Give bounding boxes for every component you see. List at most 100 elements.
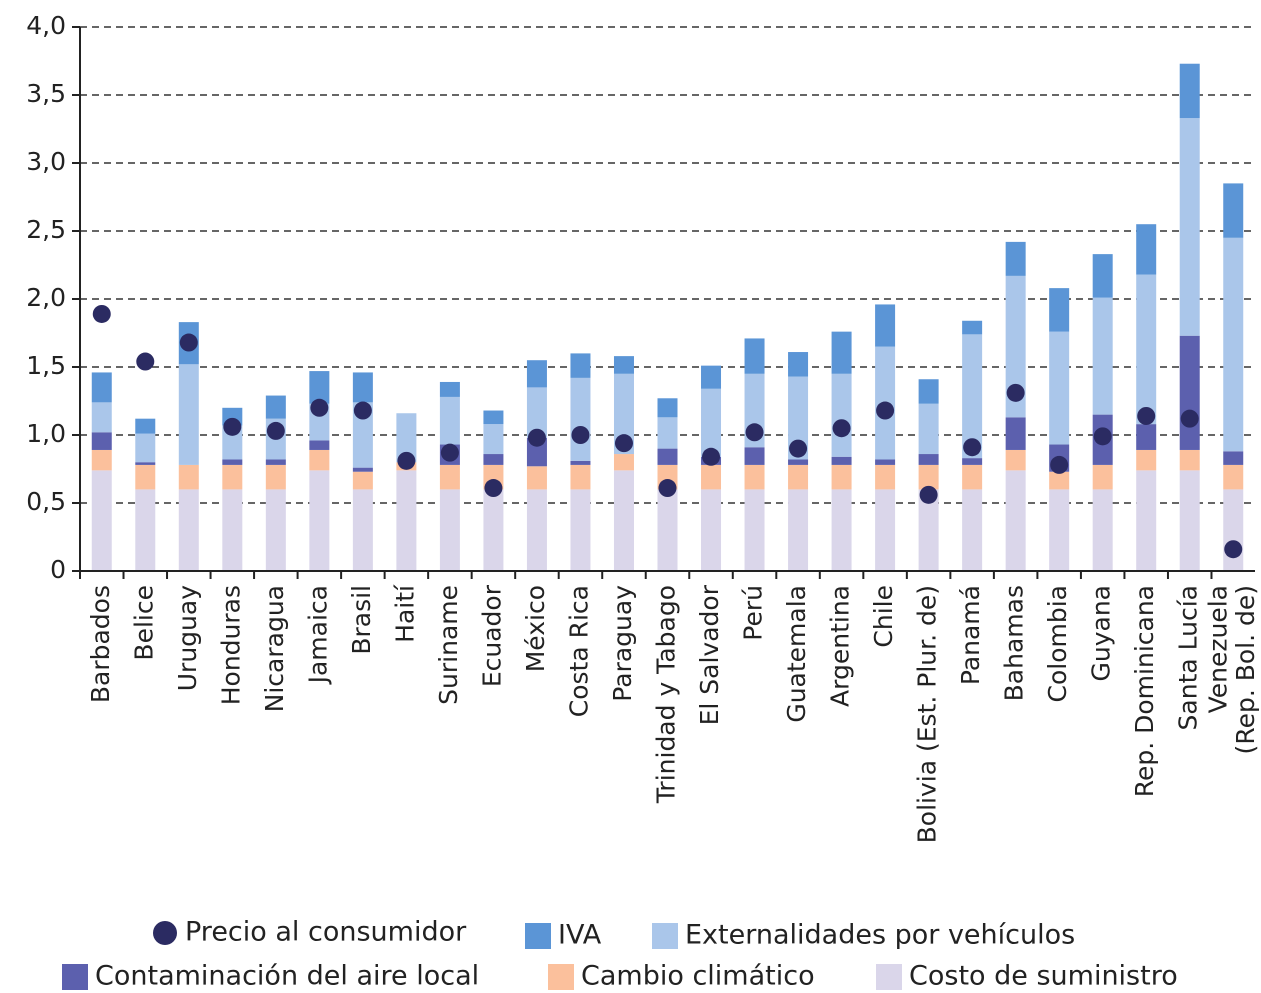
price-dot — [876, 401, 895, 420]
bar-segment — [788, 489, 809, 571]
bar-segment — [526, 387, 547, 438]
y-tick-label: 4,0 — [26, 11, 66, 40]
bar-segment — [222, 459, 243, 465]
bar-segment — [1136, 424, 1157, 450]
bar-segment — [1223, 464, 1244, 490]
x-tick-label: Guyana — [1087, 585, 1116, 682]
bar-segment — [788, 376, 809, 460]
bar-segment — [831, 464, 852, 490]
x-tick-label: Suriname — [434, 585, 463, 705]
price-dot — [266, 421, 285, 440]
bar-segment — [788, 352, 809, 377]
bar-segment — [831, 373, 852, 457]
bar-segment — [570, 377, 591, 461]
bar-segment — [701, 388, 722, 457]
price-dot — [702, 447, 721, 466]
price-dot — [310, 398, 329, 417]
price-dot — [223, 417, 242, 436]
x-tick-label: Honduras — [216, 585, 245, 705]
x-tick-label: Belice — [129, 585, 158, 661]
bar-segment — [439, 381, 460, 397]
bar-segment — [962, 458, 983, 465]
bar-segment — [1179, 63, 1200, 119]
bar-segment — [135, 462, 156, 465]
price-dot — [179, 333, 198, 352]
bar-segment — [657, 398, 678, 418]
bar-segment — [483, 489, 504, 571]
bar-segment — [1092, 489, 1113, 571]
legend-swatch — [525, 923, 551, 949]
bar-segment — [309, 371, 330, 404]
bar-segment — [613, 470, 634, 571]
bar-segment — [1049, 331, 1070, 445]
x-tick-label: México — [521, 585, 550, 672]
price-dot — [1137, 406, 1156, 425]
legend-swatch — [62, 964, 88, 990]
bar-segment — [309, 449, 330, 471]
bar-segment — [439, 489, 460, 571]
bar-segment — [918, 403, 939, 455]
y-tick-label: 1,5 — [26, 351, 66, 380]
price-dot — [745, 423, 764, 442]
price-dot — [1050, 455, 1069, 474]
bar-segment — [178, 364, 199, 465]
x-tick-label: Perú — [739, 585, 768, 641]
bar-segment — [265, 464, 286, 490]
bar-segment — [875, 464, 896, 490]
bar-segment — [570, 460, 591, 465]
price-dot — [397, 451, 416, 470]
bar-segment — [744, 464, 765, 490]
price-dot — [353, 401, 372, 420]
bar-segment — [918, 464, 939, 490]
bar-segment — [91, 449, 112, 471]
x-tick-label: Venezuela(Rep. Bol. de) — [1203, 585, 1260, 754]
bar-segment — [875, 459, 896, 465]
bar-segment — [352, 489, 373, 571]
x-tick-label: Nicaragua — [260, 585, 289, 712]
bar-segment — [831, 456, 852, 465]
bar-segment — [352, 372, 373, 403]
bar-segment — [1223, 183, 1244, 238]
bar-segment — [657, 448, 678, 465]
bar-segment — [526, 466, 547, 490]
bar-segment — [526, 360, 547, 388]
y-tick-label: 0 — [50, 555, 66, 584]
bar-segment — [1049, 288, 1070, 332]
bar-segment — [483, 454, 504, 465]
y-tick-label: 1,0 — [26, 419, 66, 448]
price-dot — [614, 434, 633, 453]
bar-segment — [1136, 449, 1157, 471]
x-tick-label: Barbados — [86, 585, 115, 703]
legend-swatch — [652, 923, 678, 949]
bar-segment — [613, 454, 634, 471]
x-tick-label: Jamaica — [303, 585, 332, 685]
legend-label: Costo de suministro — [909, 961, 1178, 992]
bar-segment — [1179, 470, 1200, 571]
x-tick-label: Bahamas — [1000, 585, 1029, 701]
bar-segment — [701, 489, 722, 571]
x-tick-label: Rep. Dominicana — [1130, 585, 1159, 797]
bar-segment — [570, 464, 591, 490]
x-tick-label: Panamá — [956, 585, 985, 685]
bar-segment — [1049, 489, 1070, 571]
bar-segment — [352, 471, 373, 490]
bar-segment — [875, 304, 896, 347]
bar-segment — [135, 464, 156, 490]
x-tick-label: Guatemala — [782, 585, 811, 723]
bar-segment — [875, 489, 896, 571]
bar-segment — [788, 464, 809, 490]
price-dot — [1006, 383, 1025, 402]
bar-segment — [918, 454, 939, 465]
bar-segment — [1092, 464, 1113, 490]
bar-segment — [831, 489, 852, 571]
bar-segment — [962, 334, 983, 459]
legend-swatch — [548, 964, 574, 990]
bar-segment — [570, 489, 591, 571]
legend-label: Contaminación del aire local — [95, 961, 479, 992]
bar-segment — [1092, 254, 1113, 298]
price-dot — [963, 438, 982, 457]
price-dot — [1093, 427, 1112, 446]
price-dot — [92, 304, 111, 323]
price-dot — [1224, 540, 1243, 559]
bar-segment — [1136, 470, 1157, 571]
